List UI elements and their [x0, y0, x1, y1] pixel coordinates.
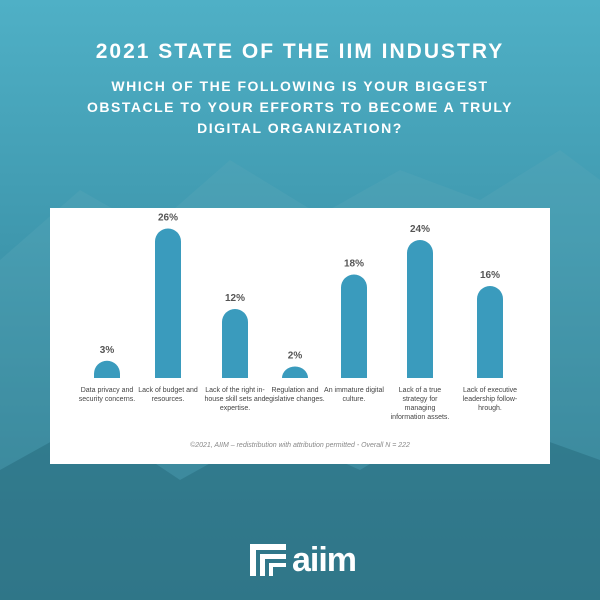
- value-label: 18%: [344, 259, 364, 270]
- bar: [155, 228, 181, 378]
- bar: [341, 274, 367, 378]
- category-label: An immature digital culture.: [324, 387, 384, 403]
- category-label: Lack of budget and resources.: [138, 387, 198, 403]
- chart-note: ©2021, AIIM – redistribution with attrib…: [190, 442, 410, 449]
- logo-icon: [250, 544, 286, 576]
- title: 2021 STATE OF THE IIM INDUSTRY: [95, 40, 505, 63]
- value-label: 26%: [158, 213, 178, 224]
- subtitle: WHICH OF THE FOLLOWING IS YOUR BIGGEST O…: [87, 78, 513, 136]
- category-label: Data privacy and security concerns.: [78, 387, 136, 403]
- bar: [222, 309, 248, 378]
- logo: aiim: [250, 540, 357, 580]
- value-label: 12%: [225, 293, 245, 304]
- bar: [94, 360, 120, 378]
- bar: [407, 240, 433, 378]
- bar: [282, 366, 308, 378]
- bar: [477, 286, 503, 378]
- value-label: 24%: [410, 224, 430, 235]
- value-label: 16%: [480, 270, 500, 281]
- category-label: Lack of the right in-house skill sets an…: [204, 387, 266, 412]
- category-label: Lack of a true strategy for managing inf…: [390, 387, 450, 421]
- chart-card: 3% 26% 12% 2% 18% 24% 16% ©2021, AIIM – redist…: [50, 208, 550, 464]
- logo-text: aiim: [292, 540, 357, 579]
- value-label: 2%: [288, 351, 303, 362]
- category-label: Lack of executive leadership follow-hrou…: [462, 387, 518, 412]
- chart: 3% 26% 12% 2% 18% 24% 16%: [94, 213, 503, 378]
- category-label: Regulation and egislative changes.: [265, 387, 325, 403]
- value-label: 3%: [100, 345, 115, 356]
